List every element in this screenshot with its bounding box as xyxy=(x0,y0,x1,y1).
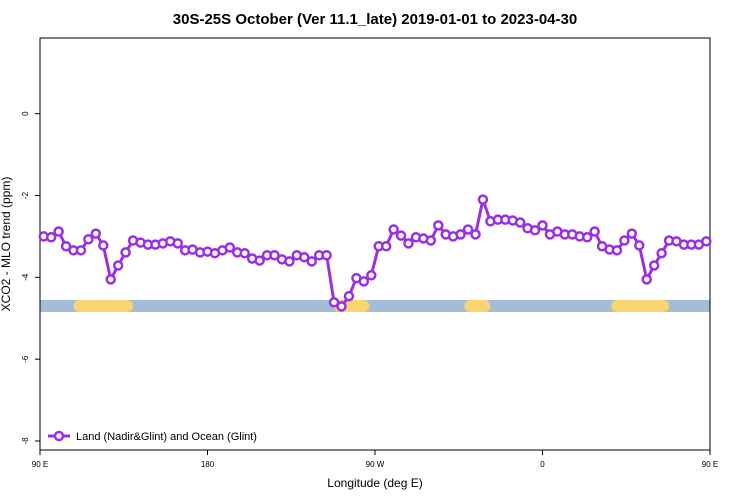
y-axis-label: XCO2 - MLO trend (ppm) xyxy=(0,177,13,312)
data-point xyxy=(611,245,623,256)
y-tick-label: 0 xyxy=(21,111,30,116)
data-point xyxy=(425,235,437,246)
data-point xyxy=(53,226,64,237)
x-tick-label: 90 E xyxy=(32,460,48,469)
land-band xyxy=(611,299,670,312)
data-point xyxy=(120,247,131,258)
data-point xyxy=(98,240,109,251)
data-point xyxy=(299,252,310,263)
data-point xyxy=(462,224,474,235)
data-point xyxy=(336,301,347,312)
data-point xyxy=(514,217,526,228)
data-point xyxy=(656,247,667,259)
data-point xyxy=(269,250,280,261)
data-point xyxy=(589,226,600,237)
data-point xyxy=(306,256,317,267)
x-tick-label: 90 W xyxy=(366,460,385,469)
land-band xyxy=(464,299,491,312)
data-point xyxy=(343,290,355,302)
x-tick-label: 180 xyxy=(201,460,215,469)
data-point xyxy=(112,260,124,271)
data-point xyxy=(366,270,377,281)
data-point xyxy=(239,247,250,259)
data-point xyxy=(388,224,399,235)
data-point xyxy=(634,240,645,251)
data-point xyxy=(105,274,116,285)
x-tick-label: 0 xyxy=(540,460,545,469)
data-point xyxy=(470,229,481,240)
data-point xyxy=(224,242,236,253)
data-point xyxy=(529,225,541,236)
legend-marker xyxy=(53,430,65,442)
data-point xyxy=(60,241,72,252)
data-point xyxy=(321,250,332,261)
data-point xyxy=(641,274,652,285)
data-point xyxy=(455,229,466,240)
data-point xyxy=(395,230,407,241)
data-point xyxy=(619,235,630,246)
chart-title: 30S-25S October (Ver 11.1_late) 2019-01-… xyxy=(173,11,577,28)
data-point xyxy=(254,255,265,266)
data-point xyxy=(172,238,183,249)
data-point xyxy=(581,231,593,243)
data-point xyxy=(358,276,370,287)
data-point xyxy=(284,256,295,267)
y-tick-label: -2 xyxy=(21,191,30,199)
data-point xyxy=(626,228,638,239)
y-tick-label: -4 xyxy=(21,273,30,281)
data-point xyxy=(701,236,712,247)
data-point xyxy=(648,260,660,271)
y-tick-label: -6 xyxy=(21,355,30,363)
legend-label: Land (Nadir&Glint) and Ocean (Glint) xyxy=(76,431,257,443)
data-point xyxy=(477,194,489,205)
data-point xyxy=(380,241,392,252)
data-point xyxy=(537,220,548,231)
x-axis-label: Longitude (deg E) xyxy=(327,476,422,490)
data-point xyxy=(403,238,414,249)
data-point xyxy=(75,245,87,256)
data-point xyxy=(328,297,340,308)
data-point xyxy=(90,228,102,239)
land-band xyxy=(73,299,134,312)
data-point xyxy=(45,231,57,243)
data-point xyxy=(83,234,94,245)
y-tick-label: -8 xyxy=(21,437,30,445)
data-point xyxy=(433,220,444,231)
x-tick-label: 90 E xyxy=(702,460,718,469)
